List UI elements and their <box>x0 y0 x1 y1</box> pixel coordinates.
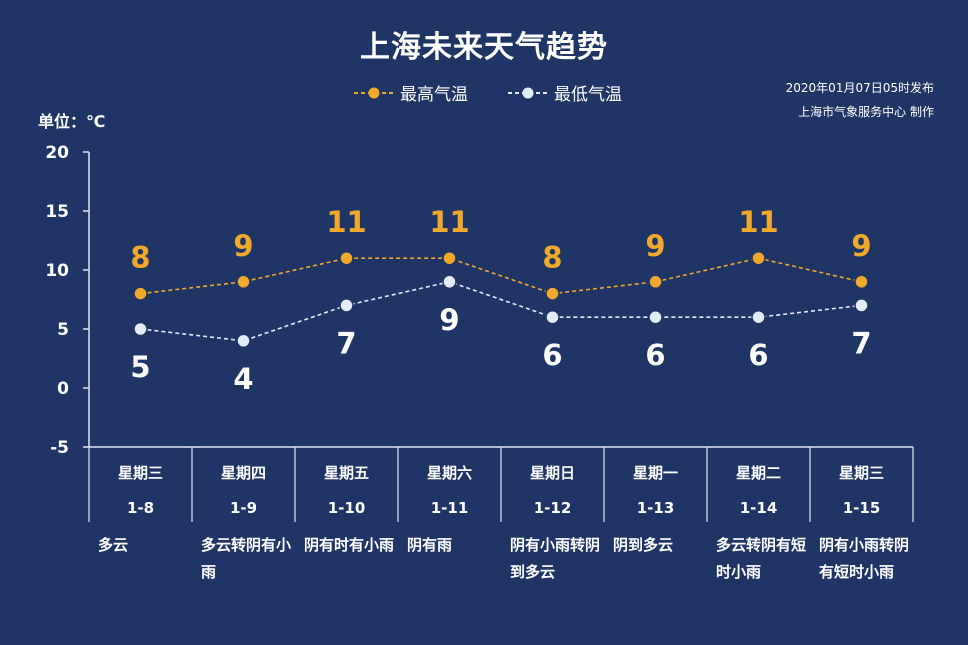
weekday-label: 星期三 <box>117 464 163 482</box>
data-point-high <box>442 250 457 266</box>
date-label: 1-13 <box>636 499 675 517</box>
data-point-high <box>133 286 148 301</box>
legend: 最高气温 最低气温 <box>0 80 968 106</box>
series-line-low <box>140 280 862 342</box>
weekday-label: 星期二 <box>735 464 781 482</box>
data-point-low <box>133 321 148 337</box>
day-column: 星期日 1-12 阴有小雨转阴到多云 <box>501 448 604 638</box>
data-point-high <box>648 274 663 290</box>
weather-text: 阴有雨 <box>407 536 453 554</box>
data-label-high: 11 <box>738 205 778 239</box>
date-label: 1-10 <box>327 499 366 517</box>
weekday-label: 星期六 <box>426 464 472 482</box>
data-label-high: 9 <box>851 229 871 263</box>
chart-axes <box>83 151 914 522</box>
data-point-low <box>545 309 560 325</box>
day-column: 星期二 1-14 多云转阴有短时小雨 <box>707 448 810 638</box>
data-label-low: 6 <box>645 338 665 372</box>
weekday-label: 星期三 <box>838 464 884 482</box>
chart-series: 8 9 11 11 8 9 11 9 5 4 7 9 6 6 6 7 <box>130 205 871 396</box>
data-label-high: 8 <box>130 241 150 275</box>
y-tick-label: 20 <box>45 143 69 163</box>
release-info: 2020年01月07日05时发布 上海市气象服务中心 制作 <box>786 76 934 124</box>
date-label: 1-11 <box>430 499 469 517</box>
data-point-low <box>236 333 251 349</box>
weather-text: 阴到多云 <box>613 536 674 554</box>
weekday-label: 星期五 <box>323 464 369 482</box>
data-label-low: 7 <box>336 326 356 360</box>
day-column: 星期三 1-15 阴有小雨转阴有短时小雨 <box>810 448 913 638</box>
weather-text: 多云转阴有小雨 <box>201 536 292 581</box>
day-column: 星期五 1-10 阴有时有小雨 <box>295 448 398 638</box>
weekday-label: 星期一 <box>632 464 678 482</box>
y-tick-label: 5 <box>57 320 69 340</box>
y-tick-label: -5 <box>50 438 69 458</box>
data-label-high: 8 <box>542 241 562 275</box>
unit-label: 单位：℃ <box>38 112 106 131</box>
data-point-high <box>236 274 251 290</box>
day-column: 星期三 1-8 多云 <box>89 448 192 638</box>
data-point-low <box>854 298 869 313</box>
weather-text: 多云 <box>98 536 129 554</box>
data-label-low: 6 <box>748 338 768 372</box>
weekday-label: 星期四 <box>220 464 266 482</box>
date-label: 1-9 <box>229 499 258 517</box>
data-label-low: 7 <box>851 326 871 360</box>
date-label: 1-12 <box>533 499 572 517</box>
date-label: 1-8 <box>126 499 155 517</box>
weekday-label: 星期日 <box>529 464 575 482</box>
series-line-high <box>140 257 862 295</box>
release-org: 上海市气象服务中心 制作 <box>798 105 934 119</box>
legend-high-marker <box>354 87 394 98</box>
weather-text: 多云转阴有短时小雨 <box>716 536 807 581</box>
legend-high: 最高气温 <box>352 80 468 105</box>
data-label-low: 5 <box>130 350 150 384</box>
data-point-high <box>751 250 766 266</box>
weather-text: 阴有小雨转阴有短时小雨 <box>819 536 910 581</box>
day-column: 星期六 1-11 阴有雨 <box>398 448 501 638</box>
data-point-high <box>545 286 560 301</box>
date-label: 1-15 <box>842 499 881 517</box>
legend-high-label: 最高气温 <box>400 85 468 105</box>
y-tick-labels: 20 15 10 5 0 -5 <box>45 143 69 458</box>
data-point-low <box>648 309 663 325</box>
weather-text: 阴有小雨转阴到多云 <box>510 536 601 581</box>
data-label-high: 11 <box>326 205 366 239</box>
data-label-high: 11 <box>429 205 469 239</box>
day-column: 星期一 1-13 阴到多云 <box>604 448 707 638</box>
data-point-low <box>751 309 766 325</box>
data-label-low: 6 <box>542 338 562 372</box>
y-tick-label: 10 <box>45 261 69 281</box>
legend-low-marker <box>508 87 548 98</box>
data-point-low <box>339 298 354 313</box>
chart-title: 上海未来天气趋势 <box>360 30 608 65</box>
legend-low: 最低气温 <box>506 80 622 105</box>
data-point-high <box>854 274 869 290</box>
day-column: 星期四 1-9 多云转阴有小雨 <box>192 448 295 638</box>
weather-text: 阴有时有小雨 <box>304 536 395 554</box>
date-label: 1-14 <box>739 499 778 517</box>
y-tick-label: 0 <box>57 379 69 399</box>
data-point-high <box>339 250 354 266</box>
release-time: 2020年01月07日05时发布 <box>785 81 934 95</box>
data-label-high: 9 <box>645 229 665 263</box>
data-label-high: 9 <box>233 229 253 263</box>
data-label-low: 4 <box>233 362 253 396</box>
y-tick-label: 15 <box>45 202 69 222</box>
legend-low-label: 最低气温 <box>554 85 622 105</box>
data-label-low: 9 <box>439 303 459 337</box>
data-point-low <box>442 274 457 290</box>
